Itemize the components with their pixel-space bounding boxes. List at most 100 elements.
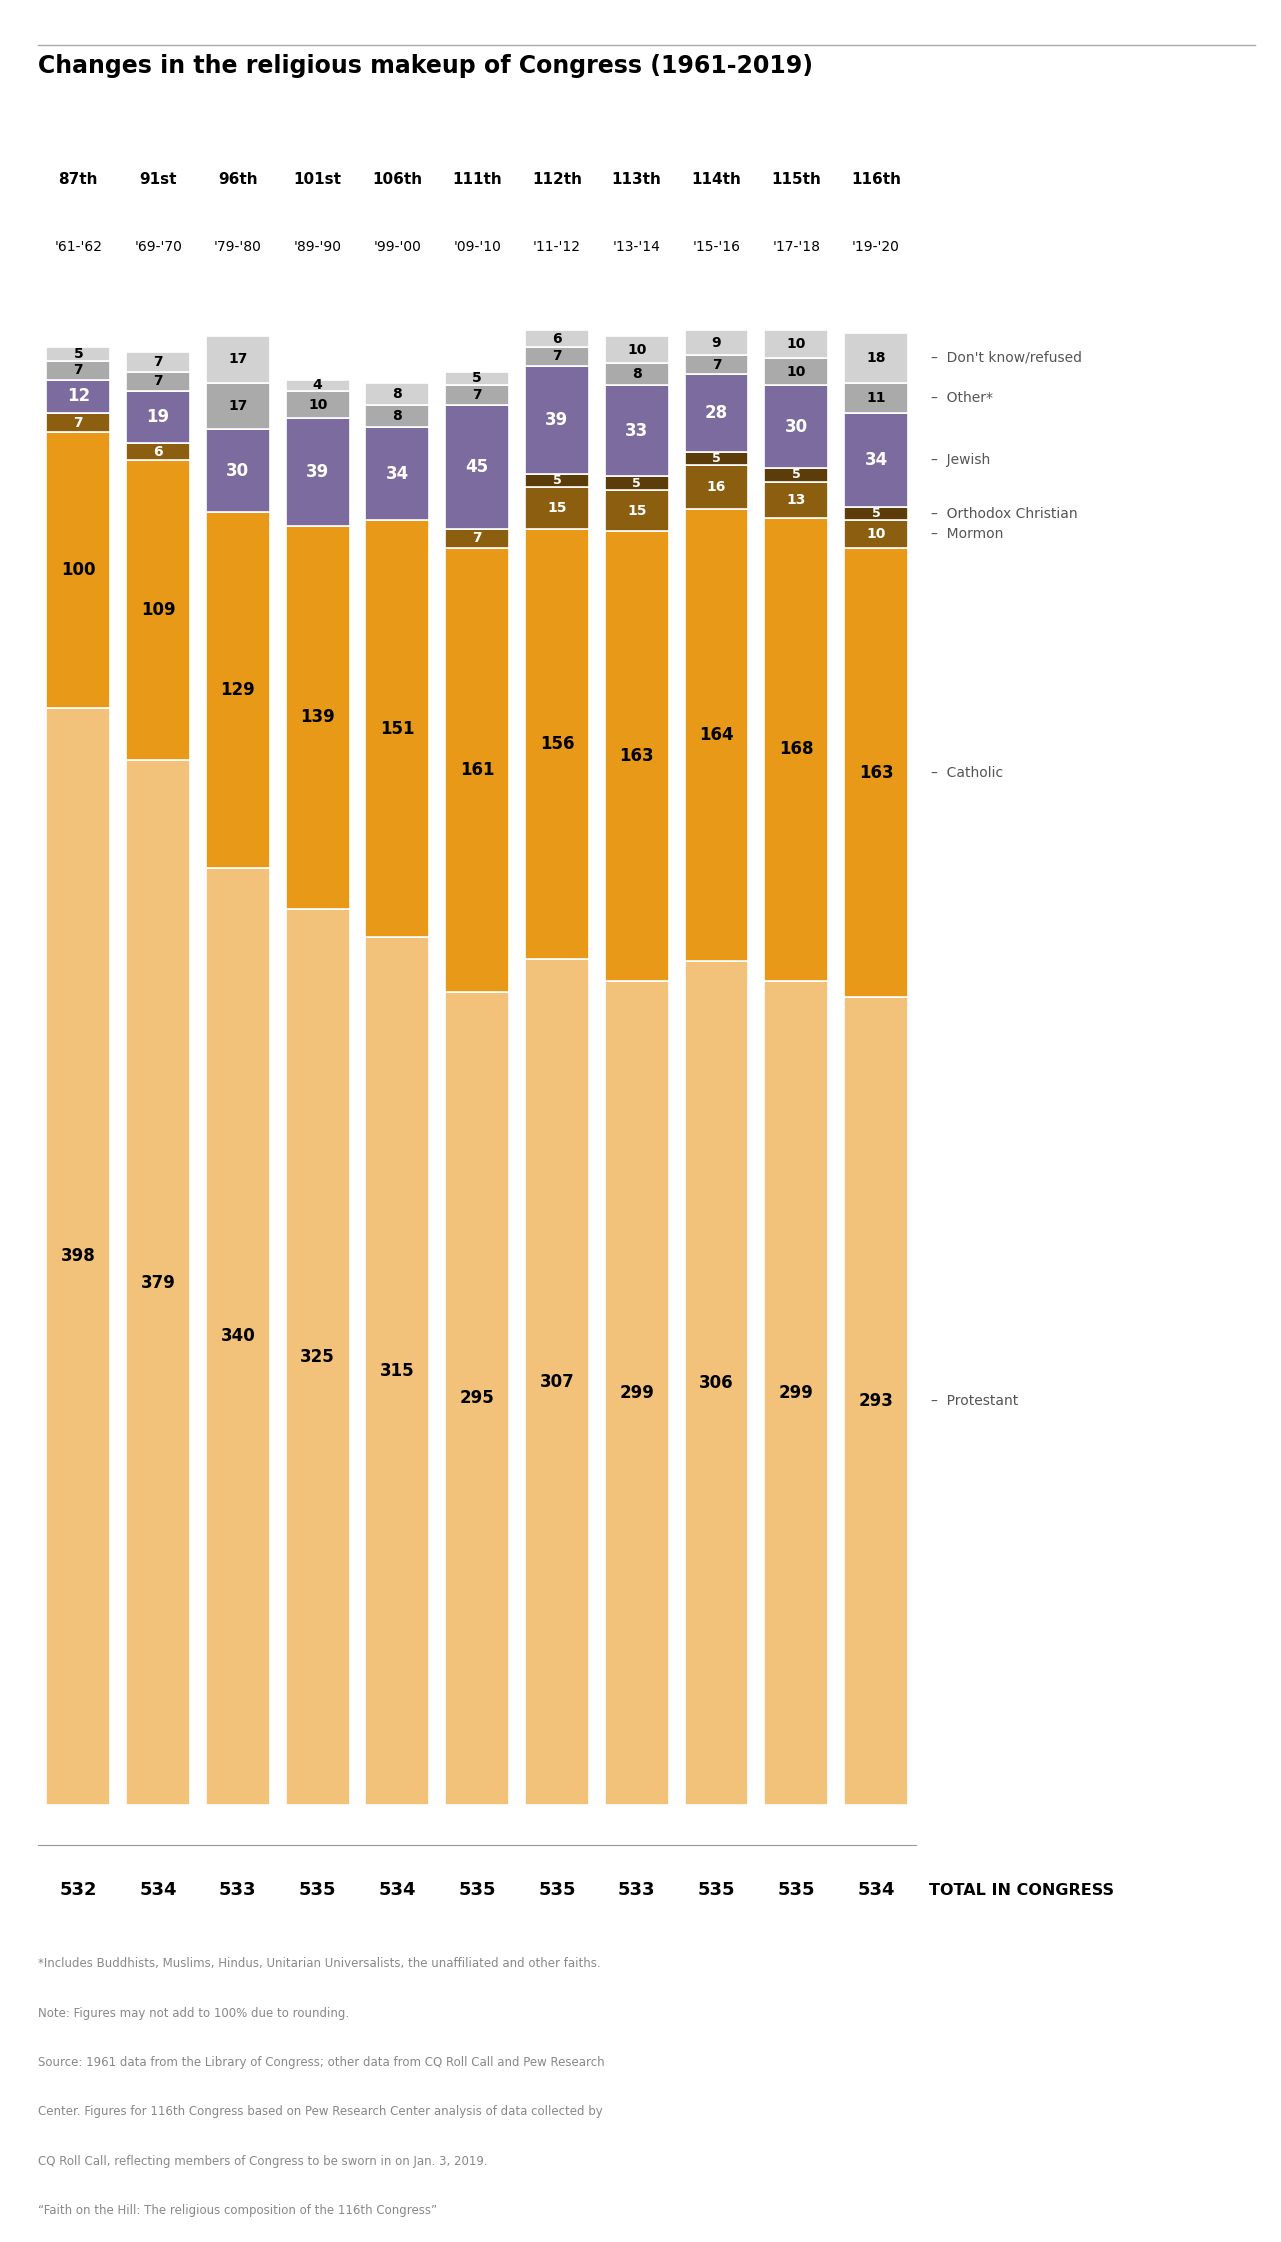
Text: 28: 28 xyxy=(705,404,728,421)
Bar xyxy=(365,520,429,937)
Bar xyxy=(684,962,748,1805)
Text: 139: 139 xyxy=(300,708,336,726)
Text: –  Jewish: – Jewish xyxy=(931,453,990,466)
Text: 101st: 101st xyxy=(293,173,342,186)
Text: 4: 4 xyxy=(313,379,323,392)
Text: 87th: 87th xyxy=(59,173,99,186)
Text: 398: 398 xyxy=(61,1247,96,1264)
Text: 7: 7 xyxy=(473,531,482,545)
Bar xyxy=(684,451,748,466)
Text: 5: 5 xyxy=(633,478,640,489)
Bar xyxy=(605,491,669,531)
Text: 299: 299 xyxy=(779,1383,813,1401)
Text: 129: 129 xyxy=(220,682,255,700)
Text: 7: 7 xyxy=(712,359,721,372)
Text: 5: 5 xyxy=(473,372,482,386)
Bar xyxy=(525,487,589,529)
Text: 39: 39 xyxy=(306,464,329,482)
Bar xyxy=(605,531,669,980)
Text: '79-'80: '79-'80 xyxy=(214,240,261,253)
Bar xyxy=(126,390,190,444)
Text: CQ Roll Call, reflecting members of Congress to be sworn in on Jan. 3, 2019.: CQ Roll Call, reflecting members of Cong… xyxy=(38,2155,488,2168)
Bar xyxy=(206,383,270,430)
Bar xyxy=(365,383,429,404)
Bar xyxy=(525,960,589,1805)
Text: 106th: 106th xyxy=(373,173,423,186)
Bar xyxy=(844,413,908,507)
Text: 315: 315 xyxy=(380,1361,415,1379)
Text: 164: 164 xyxy=(699,726,734,744)
Text: 10: 10 xyxy=(787,336,806,352)
Text: Note: Figures may not add to 100% due to rounding.: Note: Figures may not add to 100% due to… xyxy=(38,2007,350,2020)
Text: 299: 299 xyxy=(619,1383,655,1401)
Text: 163: 163 xyxy=(620,747,655,765)
Text: 8: 8 xyxy=(392,408,402,424)
Text: 6: 6 xyxy=(154,444,163,460)
Text: 534: 534 xyxy=(140,1881,177,1899)
Bar xyxy=(365,426,429,520)
Text: 33: 33 xyxy=(625,421,648,439)
Text: '17-'18: '17-'18 xyxy=(772,240,820,253)
Bar xyxy=(765,518,829,980)
Text: 39: 39 xyxy=(546,410,569,428)
Text: TOTAL IN CONGRESS: TOTAL IN CONGRESS xyxy=(929,1883,1113,1897)
Text: –  Don't know/refused: – Don't know/refused xyxy=(931,350,1082,365)
Text: 168: 168 xyxy=(779,740,813,758)
Text: 7: 7 xyxy=(154,374,163,388)
Text: 535: 535 xyxy=(298,1881,337,1899)
Bar xyxy=(126,760,190,1805)
Text: '99-'00: '99-'00 xyxy=(374,240,421,253)
Text: 6: 6 xyxy=(552,332,562,345)
Text: 533: 533 xyxy=(617,1881,656,1899)
Text: Source: 1961 data from the Library of Congress; other data from CQ Roll Call and: Source: 1961 data from the Library of Co… xyxy=(38,2056,605,2069)
Bar xyxy=(206,430,270,511)
Bar xyxy=(46,708,110,1805)
Text: '89-'90: '89-'90 xyxy=(293,240,342,253)
Text: Center. Figures for 116th Congress based on Pew Research Center analysis of data: Center. Figures for 116th Congress based… xyxy=(38,2105,603,2119)
Bar xyxy=(844,334,908,383)
Bar xyxy=(765,359,829,386)
Text: –  Catholic: – Catholic xyxy=(931,765,1003,780)
Text: 10: 10 xyxy=(787,365,806,379)
Bar xyxy=(605,336,669,363)
Text: 114th: 114th xyxy=(692,173,742,186)
Bar xyxy=(206,511,270,868)
Text: 45: 45 xyxy=(465,457,489,475)
Text: 340: 340 xyxy=(220,1327,255,1345)
Bar xyxy=(46,348,110,361)
Text: 17: 17 xyxy=(228,399,247,413)
Text: Changes in the religious makeup of Congress (1961-2019): Changes in the religious makeup of Congr… xyxy=(38,54,813,78)
Bar xyxy=(446,547,509,991)
Bar xyxy=(525,473,589,487)
Text: 535: 535 xyxy=(698,1881,735,1899)
Text: 19: 19 xyxy=(146,408,169,426)
Bar xyxy=(46,433,110,708)
Bar xyxy=(365,937,429,1805)
Bar xyxy=(286,908,350,1805)
Text: 7: 7 xyxy=(473,388,482,401)
Text: '13-'14: '13-'14 xyxy=(612,240,661,253)
Text: *Includes Buddhists, Muslims, Hindus, Unitarian Universalists, the unaffiliated : *Includes Buddhists, Muslims, Hindus, Un… xyxy=(38,1957,601,1971)
Text: –  Mormon: – Mormon xyxy=(931,527,1003,540)
Bar xyxy=(286,379,350,390)
Bar xyxy=(844,520,908,547)
Bar xyxy=(844,998,908,1805)
Bar xyxy=(446,404,509,529)
Text: 7: 7 xyxy=(73,363,83,377)
Bar xyxy=(446,529,509,547)
Text: 91st: 91st xyxy=(140,173,177,186)
Text: 11: 11 xyxy=(866,390,885,406)
Bar xyxy=(684,354,748,374)
Text: 7: 7 xyxy=(154,354,163,370)
Bar xyxy=(844,383,908,413)
Bar xyxy=(46,413,110,433)
Text: 306: 306 xyxy=(699,1374,734,1392)
Text: 5: 5 xyxy=(552,473,561,487)
Text: 17: 17 xyxy=(228,352,247,365)
Bar xyxy=(605,386,669,475)
Text: 7: 7 xyxy=(552,350,562,363)
Text: '69-'70: '69-'70 xyxy=(135,240,182,253)
Bar xyxy=(126,372,190,390)
Text: 96th: 96th xyxy=(218,173,257,186)
Bar xyxy=(844,547,908,998)
